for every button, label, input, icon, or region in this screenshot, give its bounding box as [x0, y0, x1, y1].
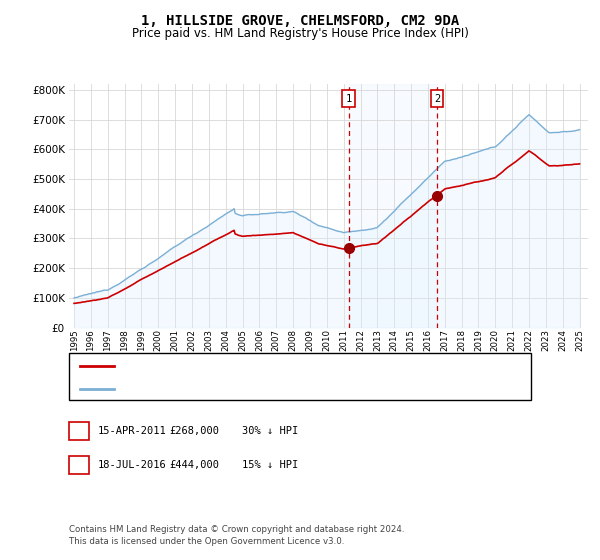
Text: Contains HM Land Registry data © Crown copyright and database right 2024.
This d: Contains HM Land Registry data © Crown c…	[69, 525, 404, 546]
Text: 30% ↓ HPI: 30% ↓ HPI	[242, 426, 298, 436]
Text: HPI: Average price, detached house, Chelmsford: HPI: Average price, detached house, Chel…	[120, 384, 396, 394]
Text: 2: 2	[76, 460, 82, 470]
Text: 18-JUL-2016: 18-JUL-2016	[98, 460, 167, 470]
Text: Price paid vs. HM Land Registry's House Price Index (HPI): Price paid vs. HM Land Registry's House …	[131, 27, 469, 40]
Text: 1: 1	[346, 94, 352, 104]
Text: 1: 1	[76, 426, 82, 436]
Text: 1, HILLSIDE GROVE, CHELMSFORD, CM2 9DA (detached house): 1, HILLSIDE GROVE, CHELMSFORD, CM2 9DA (…	[120, 361, 450, 371]
Text: £268,000: £268,000	[170, 426, 220, 436]
Text: 2: 2	[434, 94, 440, 104]
Text: 15% ↓ HPI: 15% ↓ HPI	[242, 460, 298, 470]
Bar	[349, 84, 437, 328]
Text: 15-APR-2011: 15-APR-2011	[98, 426, 167, 436]
Text: £444,000: £444,000	[170, 460, 220, 470]
Text: 1, HILLSIDE GROVE, CHELMSFORD, CM2 9DA: 1, HILLSIDE GROVE, CHELMSFORD, CM2 9DA	[141, 14, 459, 28]
